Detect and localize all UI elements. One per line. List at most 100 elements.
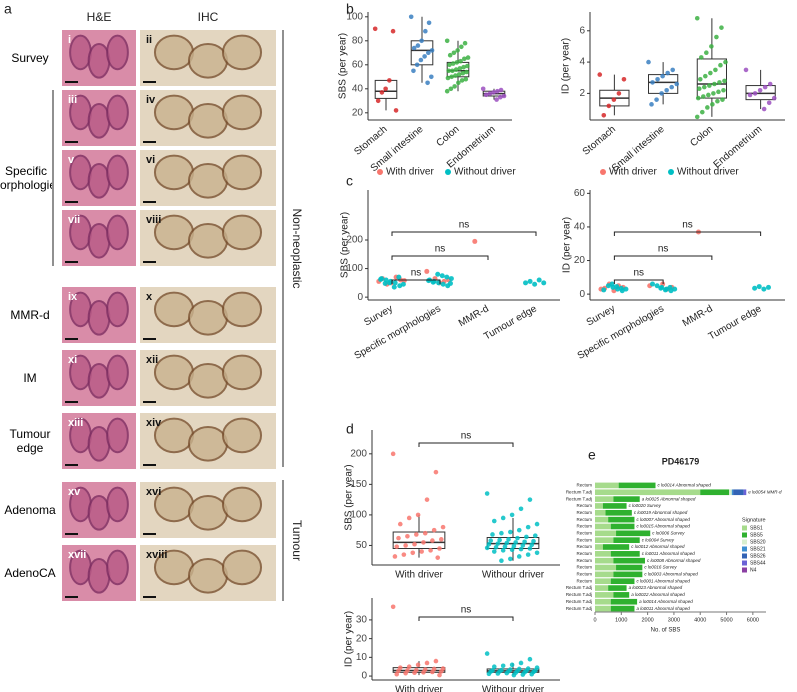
point [444, 38, 450, 44]
point [491, 518, 497, 524]
panel-label: d [346, 421, 354, 437]
point [387, 78, 392, 83]
point [706, 92, 711, 98]
significance-label: ns [411, 268, 422, 279]
point [704, 50, 709, 55]
bar-segment [610, 605, 635, 612]
image-numeral: xv [68, 486, 81, 498]
point [422, 54, 427, 59]
bar-segment [605, 509, 632, 516]
point [396, 668, 401, 674]
point [457, 66, 463, 71]
point [490, 532, 495, 537]
y-tick-label: 6 [579, 25, 585, 36]
point [480, 86, 486, 92]
point [669, 84, 674, 90]
point [456, 80, 461, 86]
y-tick-label: 20 [352, 107, 364, 118]
significance-bracket [613, 279, 664, 284]
point [504, 540, 510, 546]
point [667, 284, 673, 290]
bar-segment [613, 557, 645, 564]
bar-annotation: a lo0022 Abnormal shaped [631, 592, 685, 597]
row-label: Rectum [576, 558, 592, 563]
bar-segment [595, 605, 611, 612]
y-tick-label: 4 [579, 57, 585, 68]
gland [187, 43, 229, 79]
point [447, 280, 453, 286]
legend-label: Without driver [677, 167, 739, 178]
image-numeral: ii [146, 34, 152, 46]
point [491, 549, 497, 554]
row-label: Rectum [576, 551, 592, 556]
gland [87, 103, 111, 139]
significance-label: ns [435, 244, 446, 255]
point [426, 50, 431, 56]
point [450, 61, 456, 66]
point [382, 280, 388, 286]
y-tick-label: 10 [356, 652, 368, 663]
row-label: Rectum T.adj [566, 585, 592, 590]
row-label: Rectum [576, 578, 592, 583]
gland [221, 549, 263, 586]
gland [87, 363, 111, 399]
row-label-box: IM [23, 371, 36, 385]
gland [87, 426, 111, 462]
y-tick-label: 30 [356, 615, 368, 626]
x-axis-label: No. of SBS [651, 628, 681, 634]
point [453, 67, 459, 72]
point [428, 548, 433, 553]
point [601, 113, 607, 118]
y-tick-label: 60 [574, 188, 586, 199]
point [425, 80, 430, 86]
point [410, 550, 416, 556]
y-tick-label: 2 [579, 88, 585, 99]
point [411, 68, 416, 74]
point [534, 550, 540, 556]
bar-segment [595, 571, 614, 578]
point [703, 73, 708, 79]
gland [187, 223, 229, 259]
point [419, 549, 424, 554]
point [723, 59, 728, 65]
image-numeral: xviii [146, 549, 167, 561]
x-tick-label: With driver [395, 570, 443, 581]
box [696, 58, 727, 99]
bar-annotation: c lo0001 Abnormal shaped [636, 578, 690, 583]
point [520, 543, 526, 548]
point [499, 530, 504, 536]
image-numeral: xii [146, 354, 158, 366]
point [430, 538, 435, 543]
point [511, 543, 517, 549]
x-tick-label: Specific morphologies [353, 303, 443, 361]
point [394, 671, 400, 677]
point [534, 521, 540, 527]
y-axis-label: ID (per year) [561, 38, 572, 94]
point [453, 73, 458, 78]
y-tick-label: 100 [346, 11, 363, 22]
legend-swatch [742, 553, 747, 559]
row-label: Rectum T.adj [566, 489, 592, 494]
gland [106, 154, 129, 191]
point [448, 276, 454, 282]
bar-segment [595, 530, 617, 537]
point [430, 669, 435, 675]
gland [106, 94, 129, 131]
row-label: Rectum [576, 531, 592, 536]
point [523, 280, 529, 286]
image-numeral: v [68, 154, 75, 166]
row-label: Rectum T.adj [566, 496, 592, 501]
point [493, 544, 499, 550]
x-tick-label: 4000 [694, 617, 706, 623]
point [718, 62, 723, 68]
point [494, 97, 499, 102]
point [438, 669, 444, 674]
point [447, 52, 453, 58]
legend-label: SBS1 [750, 525, 763, 531]
legend-marker [668, 169, 674, 175]
bar-annotation: c lo0008 Abnormal shaped [647, 558, 701, 563]
legend-label: SBS21 [750, 546, 766, 552]
bar-annotation: c lo0012 Abnormal shaped [631, 544, 685, 549]
point [701, 94, 706, 99]
point [757, 87, 763, 93]
